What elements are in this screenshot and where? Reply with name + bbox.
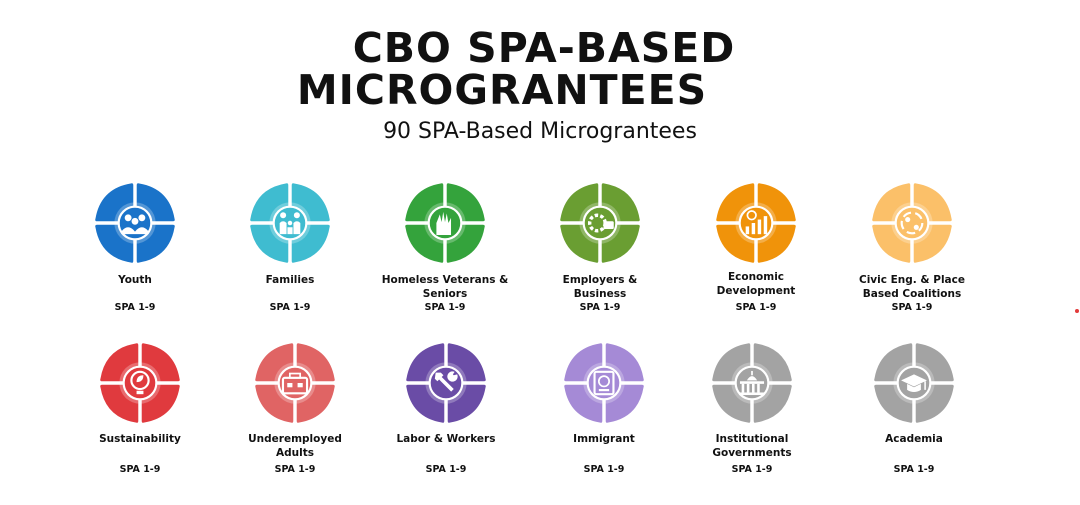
spa-range: SPA 1-9 [424,302,466,313]
spa-range: SPA 1-9 [269,302,311,313]
category-badge [97,340,183,426]
category-label: Families [265,274,315,286]
eco-bulb-icon [100,343,180,423]
category-label: Homeless Veterans & Seniors [381,274,509,300]
growth-chart-icon [716,183,796,263]
category-badge [247,180,333,266]
passport-icon [564,343,644,423]
category-label: Immigrant [573,433,635,445]
category-label: Institutional Governments [712,433,792,459]
spa-range: SPA 1-9 [893,464,935,475]
category-label: Academia [885,433,943,445]
category-badge [713,180,799,266]
graduation-cap-icon [874,343,954,423]
spa-range: SPA 1-9 [891,302,933,313]
business-gear-icon [560,183,640,263]
category-label: Civic Eng. & Place Based Coalitions [859,274,965,300]
decorative-dot [1075,309,1079,313]
spa-range: SPA 1-9 [119,464,161,475]
category-label: Underemployed Adults [248,433,342,459]
title-line-1: CBO SPA-BASED [352,24,736,72]
spa-range: SPA 1-9 [731,464,773,475]
capitol-building-icon [712,343,792,423]
spa-range: SPA 1-9 [274,464,316,475]
category-badge [871,340,957,426]
youth-group-icon [95,183,175,263]
category-badge [557,180,643,266]
toolbox-icon [255,343,335,423]
helping-hand-icon [405,183,485,263]
community-network-icon [872,183,952,263]
title-line-2: MICROGRANTEES [296,66,708,114]
category-badge [869,180,955,266]
spa-range: SPA 1-9 [735,302,777,313]
category-badge [402,180,488,266]
spa-range: SPA 1-9 [425,464,467,475]
category-badge [403,340,489,426]
category-label: Employers & Business [562,274,638,300]
tools-icon [406,343,486,423]
category-label: Youth [118,274,152,286]
spa-range: SPA 1-9 [579,302,621,313]
category-label: Economic Development [716,271,796,297]
category-badge [561,340,647,426]
category-label: Labor & Workers [396,433,496,445]
spa-range: SPA 1-9 [114,302,156,313]
category-label: Sustainability [99,433,181,445]
category-badge [92,180,178,266]
spa-range: SPA 1-9 [583,464,625,475]
category-badge [252,340,338,426]
family-icon [250,183,330,263]
subtitle: 90 SPA-Based Micrograntees [383,119,697,144]
category-badge [709,340,795,426]
